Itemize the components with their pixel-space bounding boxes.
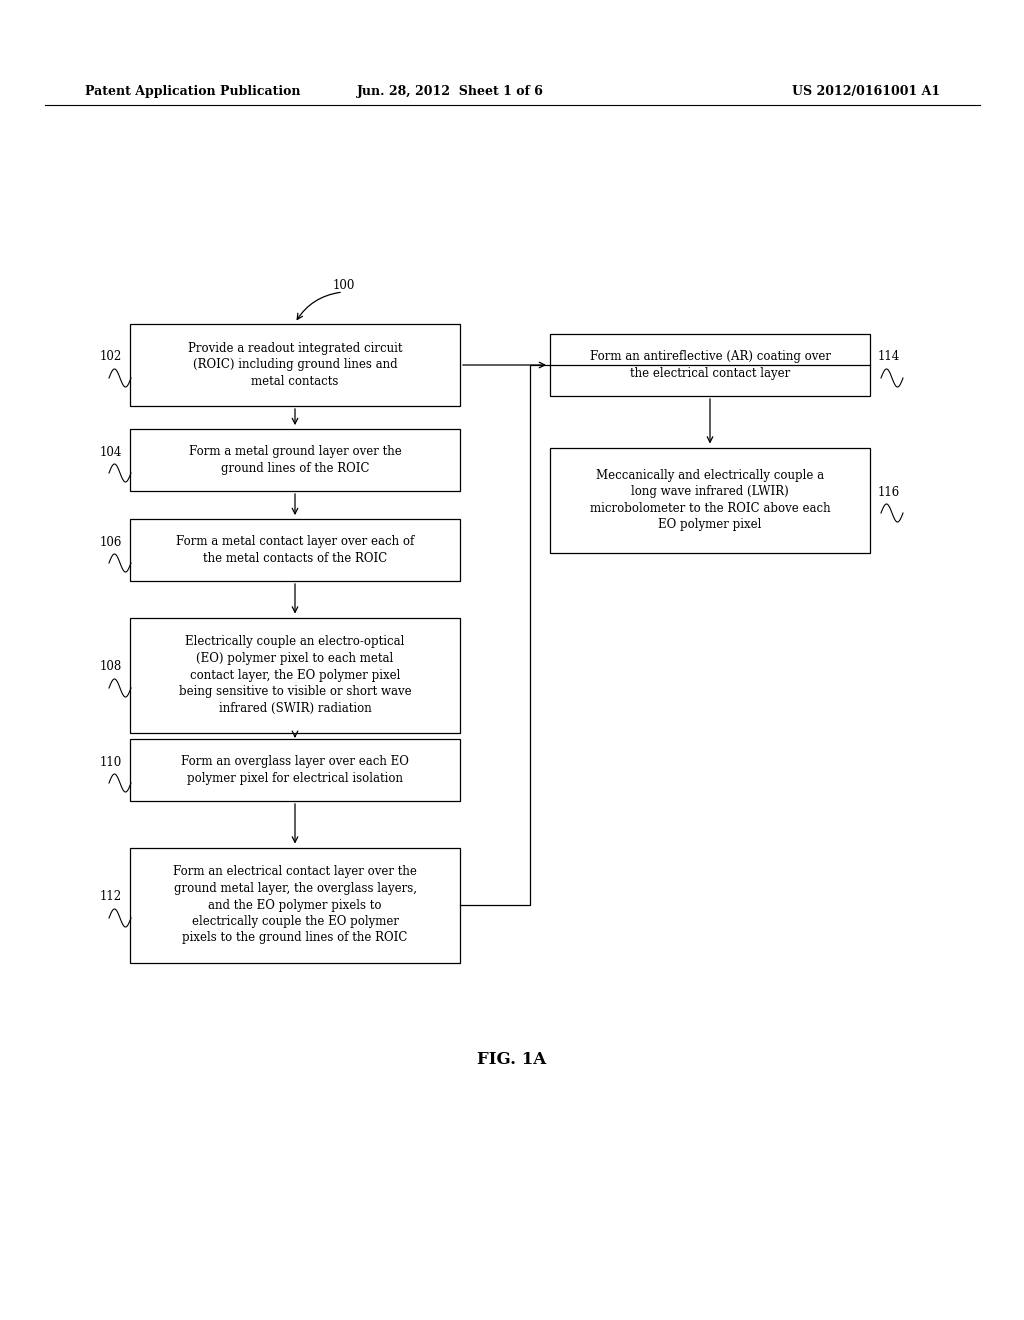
Text: 100: 100 [333, 279, 355, 292]
Bar [130, 519, 460, 581]
Bar [130, 847, 460, 962]
Text: Form an electrical contact layer over the
ground metal layer, the overglass laye: Form an electrical contact layer over th… [173, 866, 417, 945]
Text: 114: 114 [878, 351, 900, 363]
Text: Jun. 28, 2012  Sheet 1 of 6: Jun. 28, 2012 Sheet 1 of 6 [356, 84, 544, 98]
Text: US 2012/0161001 A1: US 2012/0161001 A1 [792, 84, 940, 98]
Bar [550, 447, 870, 553]
Text: Form a metal contact layer over each of
the metal contacts of the ROIC: Form a metal contact layer over each of … [176, 535, 414, 565]
Text: Electrically couple an electro-optical
(EO) polymer pixel to each metal
contact : Electrically couple an electro-optical (… [178, 635, 412, 714]
Text: Provide a readout integrated circuit
(ROIC) including ground lines and
metal con: Provide a readout integrated circuit (RO… [187, 342, 402, 388]
Text: Meccanically and electrically couple a
long wave infrared (LWIR)
microbolometer : Meccanically and electrically couple a l… [590, 469, 830, 531]
Text: Form a metal ground layer over the
ground lines of the ROIC: Form a metal ground layer over the groun… [188, 445, 401, 475]
Text: 104: 104 [99, 446, 122, 458]
Text: 112: 112 [100, 891, 122, 903]
Bar [130, 618, 460, 733]
Text: 102: 102 [99, 351, 122, 363]
Text: 116: 116 [878, 486, 900, 499]
Bar [550, 334, 870, 396]
Text: 106: 106 [99, 536, 122, 549]
Text: 108: 108 [99, 660, 122, 673]
Text: Form an overglass layer over each EO
polymer pixel for electrical isolation: Form an overglass layer over each EO pol… [181, 755, 409, 785]
Text: 110: 110 [99, 755, 122, 768]
Bar [130, 323, 460, 407]
Bar [130, 739, 460, 801]
Text: Form an antireflective (AR) coating over
the electrical contact layer: Form an antireflective (AR) coating over… [590, 350, 830, 380]
Bar [130, 429, 460, 491]
Text: Patent Application Publication: Patent Application Publication [85, 84, 300, 98]
Text: FIG. 1A: FIG. 1A [477, 1052, 547, 1068]
